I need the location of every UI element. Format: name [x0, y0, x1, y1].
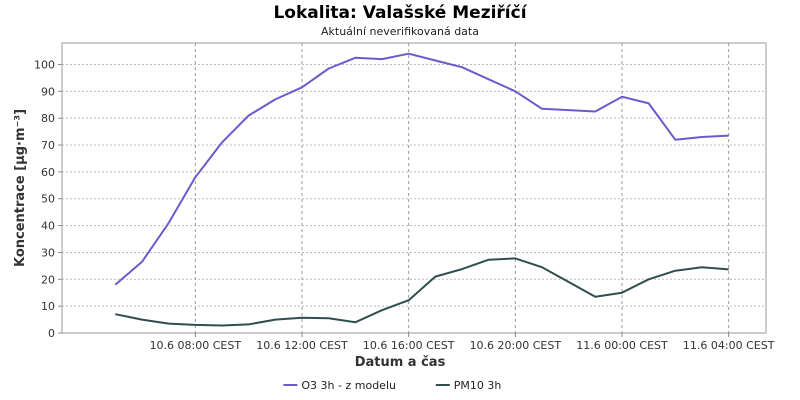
series-lines [114, 52, 729, 327]
x-tick-label: 10.6 12:00 CEST [256, 339, 348, 352]
y-tick-label: 70 [41, 139, 55, 152]
y-tick-label: 30 [41, 246, 55, 259]
chart-title: Lokalita: Valašské Meziříčí [273, 3, 527, 23]
y-tick-label: 40 [41, 220, 55, 233]
legend-label: PM10 3h [454, 379, 502, 392]
y-gridlines [62, 63, 766, 307]
y-tick-label: 50 [41, 193, 55, 206]
series-line-0 [114, 52, 729, 286]
x-axis: 10.6 08:00 CEST 10.6 12:00 CEST 10.6 16:00… [150, 333, 775, 352]
y-tick-label: 100 [34, 58, 55, 71]
x-tick-label: 11.6 00:00 CEST [576, 339, 668, 352]
y-axis: 0 10 20 30 40 50 60 70 80 90 100 [34, 58, 62, 340]
y-tick-label: 80 [41, 112, 55, 125]
x-tick-label: 10.6 20:00 CEST [470, 339, 562, 352]
series-line-1 [115, 257, 729, 327]
x-tick-label: 10.6 08:00 CEST [150, 339, 242, 352]
y-tick-label: 0 [48, 327, 55, 340]
x-tick-label: 10.6 16:00 CEST [363, 339, 455, 352]
y-axis-label: Koncentrace [µg·m⁻³] [13, 109, 28, 267]
legend: O3 3h - z modelu PM10 3h [283, 379, 501, 392]
legend-label: O3 3h - z modelu [301, 379, 396, 392]
chart-subtitle: Aktuální neverifikovaná data [321, 25, 479, 38]
y-tick-label: 20 [41, 273, 55, 286]
y-tick-label: 90 [41, 85, 55, 98]
y-tick-label: 60 [41, 166, 55, 179]
y-tick-label: 10 [41, 300, 55, 313]
x-axis-label: Datum a čas [355, 355, 446, 370]
plot-area [61, 42, 767, 334]
x-tick-label: 11.6 04:00 CEST [683, 339, 775, 352]
